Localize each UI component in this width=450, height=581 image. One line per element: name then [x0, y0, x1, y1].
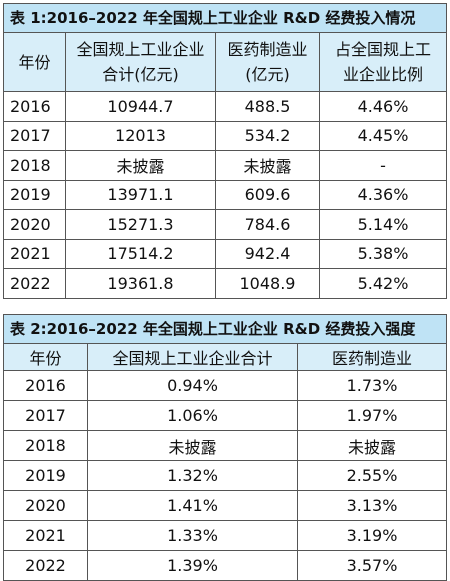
pharma-cell: 3.19% [297, 520, 447, 551]
table-row: 2017 12013 534.2 4.45% [3, 120, 447, 151]
table2-block: 表 2:2016–2022 年全国规上工业企业 R&D 经费投入强度 年份 全国… [3, 314, 447, 581]
table2: 年份 全国规上工业企业合计 医药制造业 2016 0.94% 1.73% 201… [3, 343, 447, 581]
table-row: 2021 17514.2 942.4 5.38% [3, 238, 447, 269]
table1-header-row: 年份 全国规上工业企业合计(亿元) 医药制造业(亿元) 占全国规上工业企业比例 [3, 32, 447, 92]
table-row: 2017 1.06% 1.97% [3, 400, 447, 431]
table-row: 2018 未披露 未披露 - [3, 150, 447, 181]
year-cell: 2020 [3, 490, 88, 521]
ratio-cell: 4.36% [319, 179, 447, 210]
table1-header-ratio: 占全国规上工业企业比例 [319, 32, 447, 92]
ratio-cell: 4.45% [319, 120, 447, 151]
total-cell: 未披露 [65, 150, 216, 181]
table-row: 2016 10944.7 488.5 4.46% [3, 91, 447, 122]
pharma-cell: 1.97% [297, 400, 447, 431]
pharma-cell: 3.13% [297, 490, 447, 521]
year-cell: 2017 [3, 400, 88, 431]
year-cell: 2022 [3, 550, 88, 581]
table1-header-pharma: 医药制造业(亿元) [215, 32, 320, 92]
year-cell: 2021 [3, 238, 66, 269]
table-row: 2020 1.41% 3.13% [3, 490, 447, 521]
total-cell: 1.39% [87, 550, 298, 581]
table-row: 2018 未披露 未披露 [3, 430, 447, 461]
table-row: 2022 19361.8 1048.9 5.42% [3, 268, 447, 299]
table-row: 2022 1.39% 3.57% [3, 550, 447, 581]
table-row: 2019 1.32% 2.55% [3, 460, 447, 491]
pharma-cell: 未披露 [215, 150, 320, 181]
total-cell: 1.32% [87, 460, 298, 491]
total-cell: 1.41% [87, 490, 298, 521]
table2-header-row: 年份 全国规上工业企业合计 医药制造业 [3, 343, 447, 371]
total-cell: 15271.3 [65, 209, 216, 240]
table2-header-pharma: 医药制造业 [297, 343, 447, 371]
pharma-cell: 3.57% [297, 550, 447, 581]
pharma-cell: 1048.9 [215, 268, 320, 299]
table2-header-total: 全国规上工业企业合计 [87, 343, 298, 371]
year-cell: 2019 [3, 179, 66, 210]
table-row: 2016 0.94% 1.73% [3, 370, 447, 401]
table1-title: 表 1:2016–2022 年全国规上工业企业 R&D 经费投入情况 [3, 3, 447, 32]
year-cell: 2016 [3, 370, 88, 401]
year-cell: 2018 [3, 150, 66, 181]
ratio-cell: 4.46% [319, 91, 447, 122]
ratio-cell: 5.42% [319, 268, 447, 299]
total-cell: 10944.7 [65, 91, 216, 122]
pharma-cell: 488.5 [215, 91, 320, 122]
year-cell: 2017 [3, 120, 66, 151]
year-cell: 2022 [3, 268, 66, 299]
total-cell: 19361.8 [65, 268, 216, 299]
table1-block: 表 1:2016–2022 年全国规上工业企业 R&D 经费投入情况 年份 全国… [3, 3, 447, 299]
total-cell: 12013 [65, 120, 216, 151]
table1-header-total: 全国规上工业企业合计(亿元) [65, 32, 216, 92]
pharma-cell: 1.73% [297, 370, 447, 401]
year-cell: 2016 [3, 91, 66, 122]
pharma-cell: 2.55% [297, 460, 447, 491]
table-row: 2021 1.33% 3.19% [3, 520, 447, 551]
total-cell: 17514.2 [65, 238, 216, 269]
ratio-cell: 5.14% [319, 209, 447, 240]
table-row: 2020 15271.3 784.6 5.14% [3, 209, 447, 240]
ratio-cell: 5.38% [319, 238, 447, 269]
year-cell: 2021 [3, 520, 88, 551]
total-cell: 1.33% [87, 520, 298, 551]
table-row: 2019 13971.1 609.6 4.36% [3, 179, 447, 210]
pharma-cell: 534.2 [215, 120, 320, 151]
table1-header-year: 年份 [3, 32, 66, 92]
pharma-cell: 609.6 [215, 179, 320, 210]
total-cell: 未披露 [87, 430, 298, 461]
pharma-cell: 784.6 [215, 209, 320, 240]
ratio-cell: - [319, 150, 447, 181]
total-cell: 1.06% [87, 400, 298, 431]
table2-header-year: 年份 [3, 343, 88, 371]
table2-title: 表 2:2016–2022 年全国规上工业企业 R&D 经费投入强度 [3, 314, 447, 343]
year-cell: 2019 [3, 460, 88, 491]
total-cell: 13971.1 [65, 179, 216, 210]
pharma-cell: 未披露 [297, 430, 447, 461]
year-cell: 2020 [3, 209, 66, 240]
total-cell: 0.94% [87, 370, 298, 401]
table1: 年份 全国规上工业企业合计(亿元) 医药制造业(亿元) 占全国规上工业企业比例 … [3, 32, 447, 299]
pharma-cell: 942.4 [215, 238, 320, 269]
year-cell: 2018 [3, 430, 88, 461]
